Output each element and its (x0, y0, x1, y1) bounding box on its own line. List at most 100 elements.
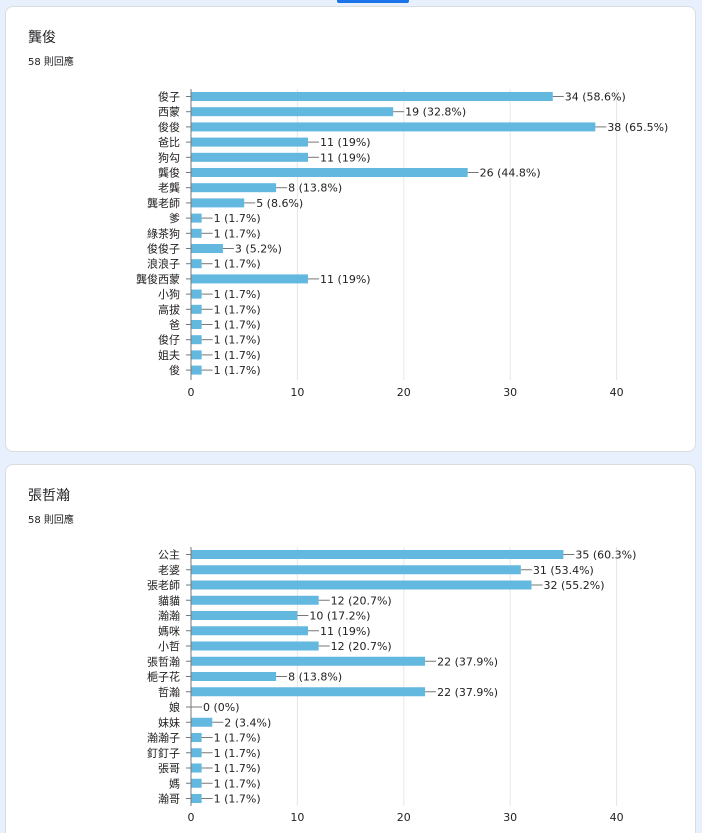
data-label: 1 (1.7%) (214, 349, 261, 362)
x-tick-label: 0 (188, 386, 195, 399)
category-label: 俊俊子 (147, 242, 180, 256)
category-label: 梔子花 (147, 671, 180, 684)
category-label: 張老師 (147, 579, 180, 592)
category-label: 爹 (169, 211, 180, 225)
bar (191, 365, 202, 375)
bar (191, 733, 202, 742)
category-label: 張哥 (158, 762, 180, 775)
x-tick-label: 30 (503, 386, 517, 399)
bar (191, 672, 277, 681)
data-label: 12 (20.7%) (331, 594, 392, 607)
category-label: 綠茶狗 (147, 227, 180, 240)
bar (191, 289, 202, 299)
category-label: 貓貓 (158, 594, 180, 607)
category-label: 釘釘子 (147, 746, 180, 760)
question-title: 張哲瀚 (28, 488, 70, 504)
response-count: 58 則回應 (28, 515, 74, 526)
category-label: 龔俊西蒙 (136, 272, 180, 286)
bar (191, 137, 309, 147)
data-label: 1 (1.7%) (214, 319, 261, 332)
category-label: 俊俊 (158, 120, 180, 134)
data-label: 10 (17.2%) (309, 610, 370, 623)
data-label: 31 (53.4%) (533, 564, 594, 577)
active-tab-indicator (337, 0, 409, 3)
bar (191, 168, 468, 177)
bar (191, 565, 521, 575)
data-label: 11 (19%) (320, 136, 371, 149)
data-label: 8 (13.8%) (288, 671, 342, 684)
data-label: 5 (8.6%) (256, 197, 303, 210)
bar (191, 152, 309, 162)
data-label: 1 (1.7%) (214, 762, 261, 775)
bar (191, 274, 309, 284)
data-label: 1 (1.7%) (214, 747, 261, 760)
bar (191, 304, 202, 314)
category-label: 狗勾 (158, 151, 180, 164)
x-tick-label: 20 (397, 811, 411, 824)
data-label: 19 (32.8%) (405, 106, 466, 119)
data-label: 22 (37.9%) (437, 655, 498, 668)
category-label: 浪浪子 (147, 257, 180, 271)
x-tick-label: 10 (290, 811, 304, 824)
data-label: 1 (1.7%) (214, 777, 261, 790)
bar (191, 350, 202, 360)
data-label: 2 (3.4%) (224, 716, 271, 729)
bar (191, 244, 223, 253)
category-label: 俊仔 (158, 333, 180, 347)
data-label: 12 (20.7%) (331, 640, 392, 653)
category-label: 瀚瀚子 (147, 731, 180, 745)
bar (191, 717, 213, 727)
data-label: 0 (0%) (203, 701, 240, 714)
category-label: 小哲 (158, 640, 180, 653)
category-label: 俊 (169, 363, 180, 377)
bar (191, 794, 202, 803)
data-label: 11 (19%) (320, 151, 371, 164)
data-label: 1 (1.7%) (214, 364, 261, 377)
category-label: 高拔 (158, 302, 180, 316)
bar (191, 213, 202, 223)
data-label: 1 (1.7%) (214, 258, 261, 271)
data-label: 11 (19%) (320, 625, 371, 638)
data-label: 34 (58.6%) (565, 91, 626, 104)
category-label: 老龔 (158, 181, 180, 195)
category-label: 小狗 (158, 288, 180, 301)
data-label: 35 (60.3%) (575, 549, 636, 562)
x-tick-label: 40 (610, 811, 624, 824)
question-title: 龔俊 (28, 30, 56, 46)
bar (191, 550, 564, 559)
data-label: 3 (5.2%) (235, 243, 282, 256)
data-label: 1 (1.7%) (214, 212, 261, 225)
data-label: 38 (65.5%) (607, 121, 668, 134)
x-tick-label: 0 (188, 811, 195, 824)
data-label: 1 (1.7%) (214, 303, 261, 316)
question-card: 張哲瀚 58 則回應 (5, 464, 696, 833)
question-card: 龔俊 58 則回應 (5, 6, 696, 452)
data-label: 11 (19%) (320, 273, 371, 286)
bar (191, 763, 202, 773)
category-label: 俊子 (158, 90, 180, 104)
category-label: 西蒙 (158, 106, 180, 119)
bar (191, 92, 553, 101)
x-tick-label: 40 (610, 386, 624, 399)
category-label: 媽 (169, 776, 180, 790)
category-label: 老婆 (158, 564, 180, 577)
category-label: 公主 (158, 549, 180, 562)
category-label: 張哲瀚 (147, 654, 180, 668)
data-label: 1 (1.7%) (214, 732, 261, 745)
category-label: 爸 (169, 319, 180, 332)
category-label: 爸比 (158, 136, 180, 149)
response-count: 58 則回應 (28, 57, 74, 68)
category-label: 哲瀚 (158, 685, 180, 699)
data-label: 1 (1.7%) (214, 334, 261, 347)
category-label: 妹妹 (158, 716, 180, 729)
bar (191, 183, 277, 193)
bar (191, 228, 202, 238)
category-label: 姐夫 (158, 348, 180, 362)
data-label: 1 (1.7%) (214, 227, 261, 240)
data-label: 8 (13.8%) (288, 182, 342, 195)
data-label: 32 (55.2%) (543, 579, 604, 592)
bar (191, 580, 532, 590)
bar (191, 259, 202, 269)
